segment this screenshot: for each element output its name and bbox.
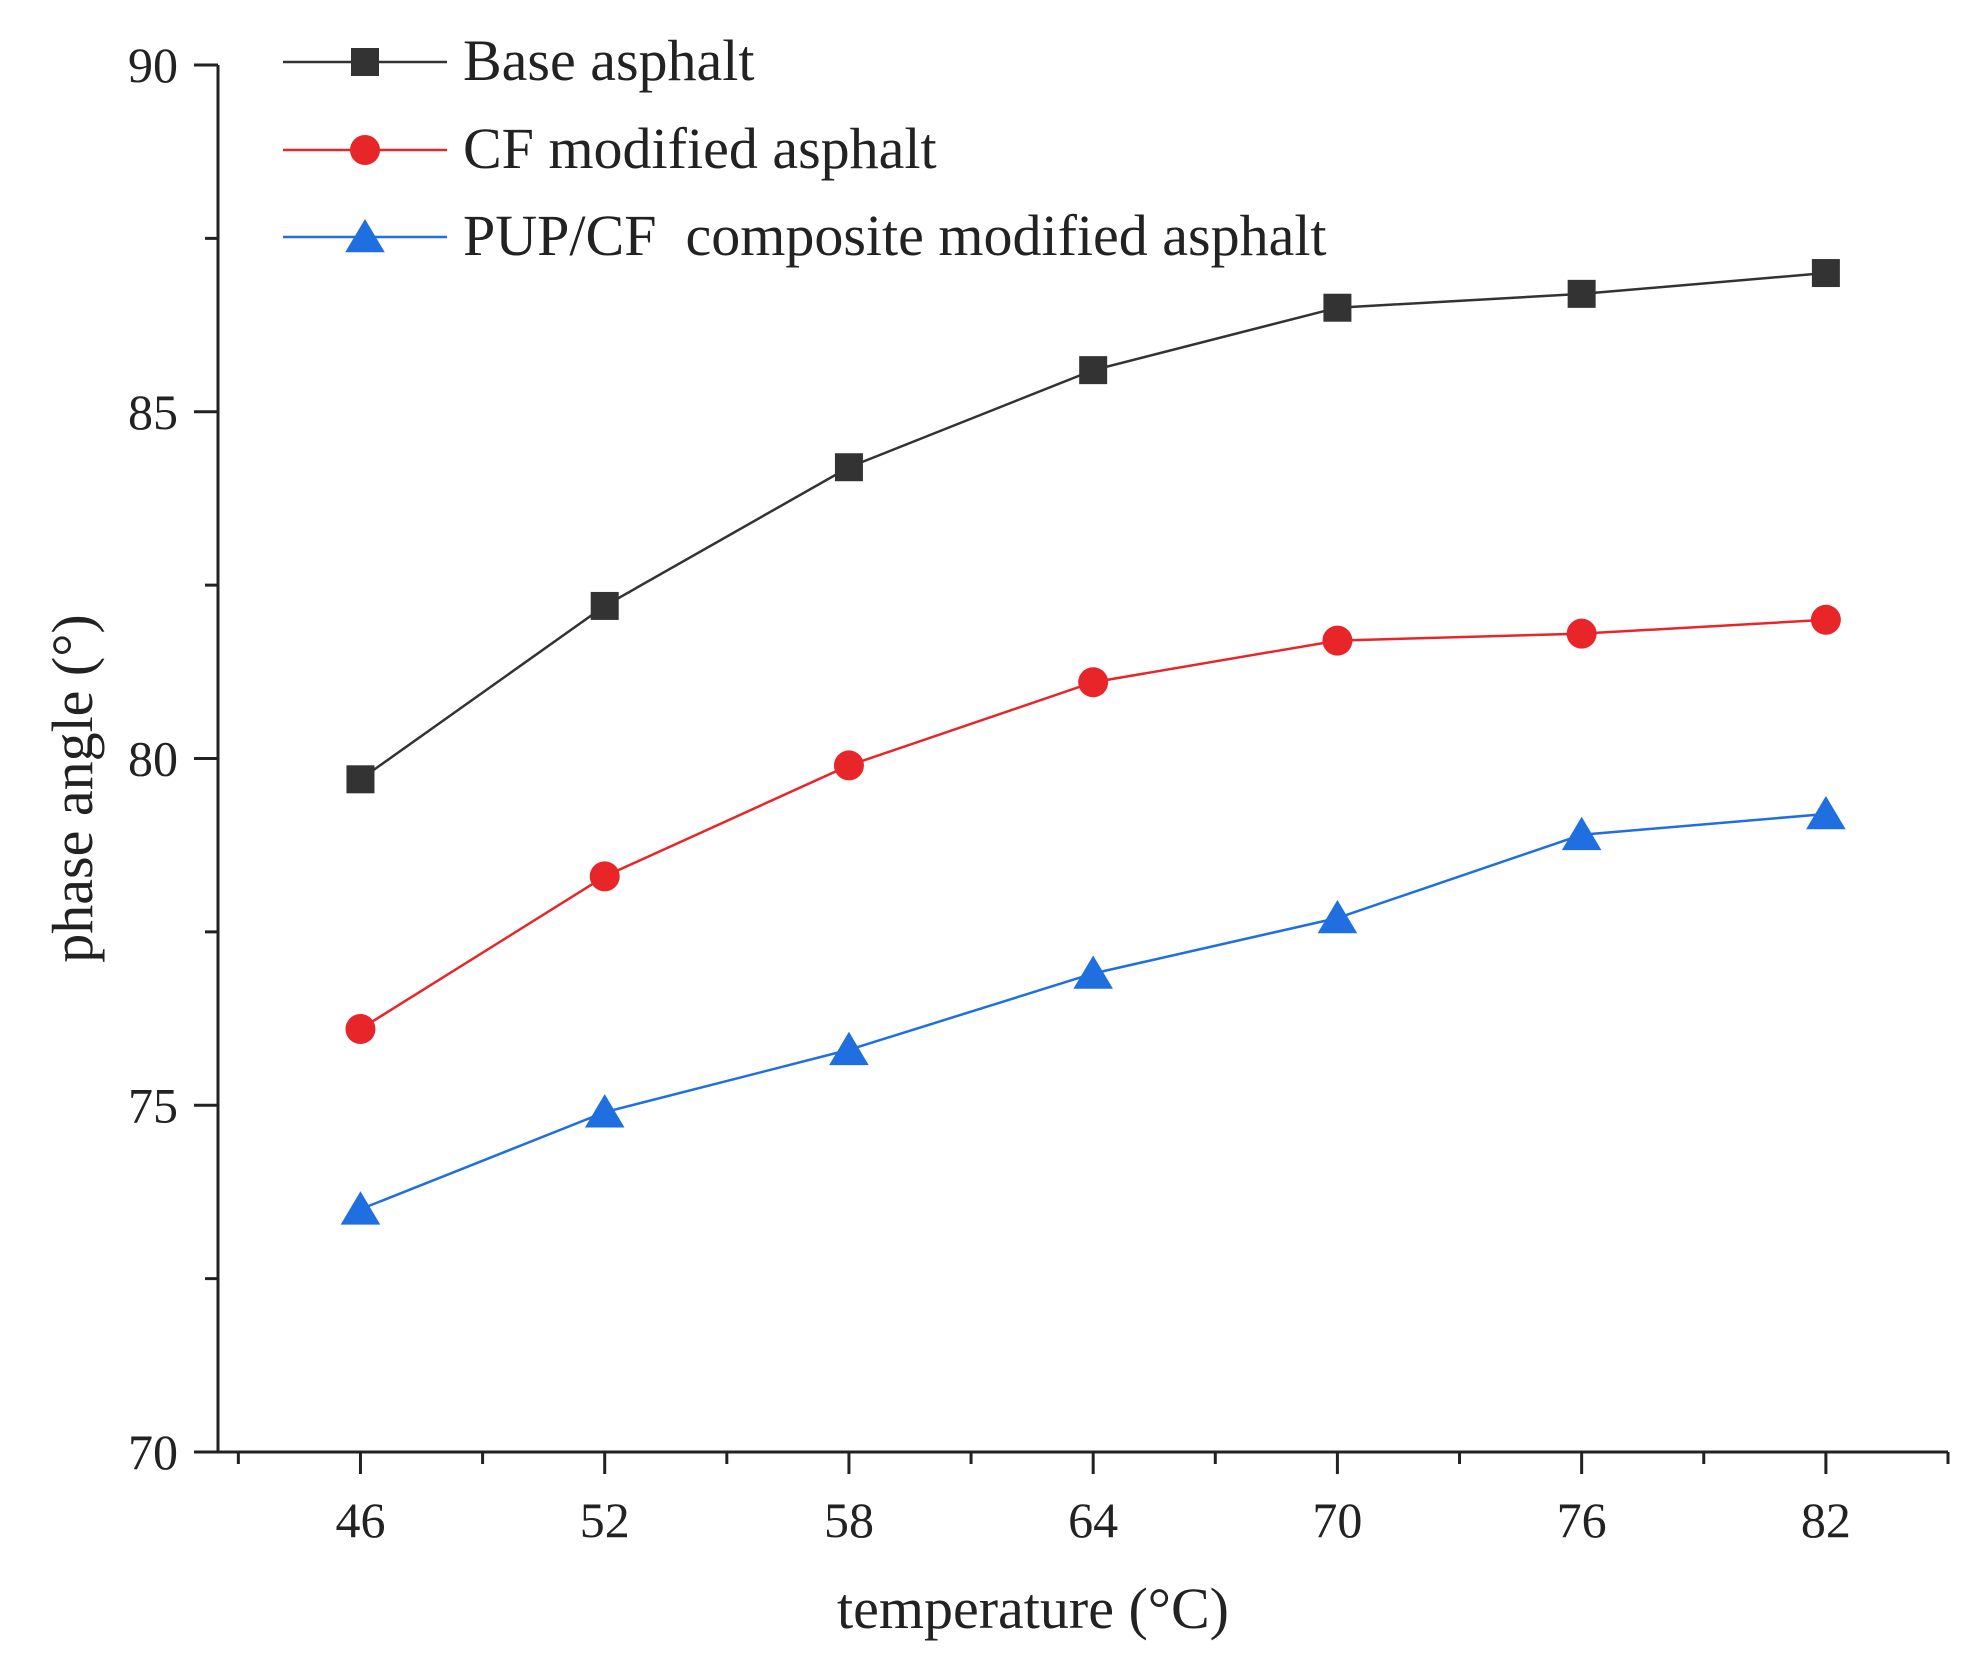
data-point-marker — [1561, 816, 1602, 851]
y-tick-label: 85 — [128, 384, 178, 440]
data-point-marker — [833, 750, 864, 781]
series-square — [346, 259, 1840, 794]
series-line — [359, 271, 1826, 781]
legend-label: PUP/CF composite modified asphalt — [463, 203, 1327, 268]
y-axis-title: phase angle (°) — [40, 614, 105, 962]
data-point-marker — [829, 1031, 869, 1066]
x-tick-label: 58 — [824, 1492, 874, 1548]
x-axis-title: temperature (°C) — [837, 1576, 1229, 1641]
y-tick-label: 70 — [128, 1424, 178, 1480]
legend-label: Base asphalt — [463, 28, 755, 93]
series-circle — [345, 604, 1841, 1044]
x-tick-label: 82 — [1801, 1492, 1851, 1548]
data-point-marker — [589, 861, 620, 892]
data-point-marker — [1806, 795, 1846, 830]
data-point-marker — [1322, 625, 1353, 656]
legend-item: CF modified asphalt — [283, 116, 937, 181]
data-point-marker — [1079, 356, 1108, 385]
data-point-marker — [1073, 955, 1113, 989]
y-tick-label: 75 — [128, 1077, 178, 1133]
data-point-marker — [345, 219, 385, 253]
x-tick-label: 76 — [1557, 1492, 1607, 1548]
data-point-marker — [1567, 279, 1596, 308]
x-tick-label: 46 — [335, 1492, 385, 1548]
series-line — [360, 812, 1826, 1211]
legend-item: Base asphalt — [283, 28, 755, 93]
data-point-marker — [1810, 604, 1841, 635]
legend-item: PUP/CF composite modified asphalt — [283, 203, 1327, 268]
series — [340, 259, 1846, 1225]
data-point-marker — [834, 453, 863, 482]
data-point-marker — [350, 135, 380, 165]
data-point-marker — [590, 591, 619, 620]
data-point-marker — [584, 1094, 625, 1128]
legend-label: CF modified asphalt — [463, 116, 937, 181]
data-point-marker — [346, 765, 375, 794]
data-point-marker — [1566, 618, 1597, 649]
data-point-marker — [351, 48, 379, 76]
data-point-marker — [1078, 667, 1109, 698]
axes — [216, 65, 1948, 1454]
series-triangle — [340, 795, 1846, 1225]
y-tick-label: 90 — [128, 37, 178, 93]
x-tick-label: 52 — [580, 1492, 630, 1548]
legend: Base asphalt CF modified asphalt PUP/CF co… — [283, 28, 1327, 268]
ticks: 70 75 80 85 90 46 52 58 64 70 76 82 — [128, 37, 1950, 1548]
x-tick-label: 70 — [1312, 1492, 1362, 1548]
data-point-marker — [340, 1191, 381, 1225]
data-point-marker — [1317, 900, 1358, 934]
data-point-marker — [1323, 293, 1352, 322]
x-tick-label: 64 — [1068, 1492, 1118, 1548]
y-tick-label: 80 — [128, 731, 178, 787]
data-point-marker — [345, 1013, 376, 1044]
data-point-marker — [1811, 259, 1840, 288]
